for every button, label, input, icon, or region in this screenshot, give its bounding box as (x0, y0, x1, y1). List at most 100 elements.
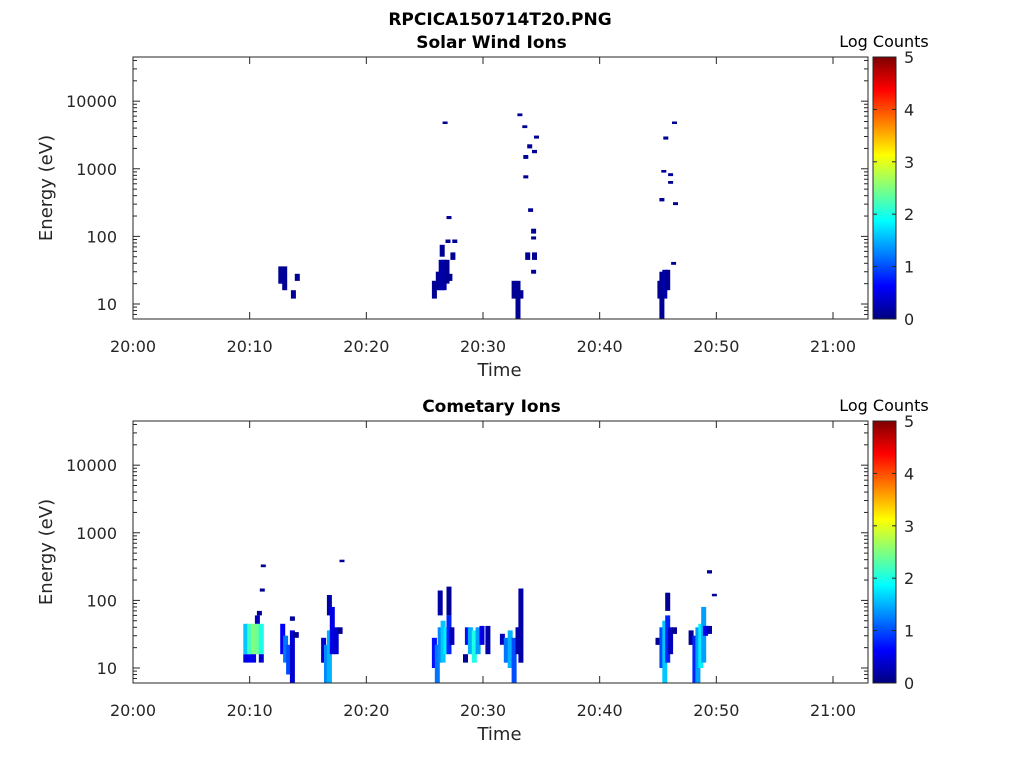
colorbar-tick-label: 3 (904, 517, 914, 536)
data-cell (515, 627, 521, 655)
cometary-ions-panel: 20:00 20:10 20:20 20:30 20:40 20:50 21:0010100… (36, 396, 929, 745)
colorbar-tick-label: 0 (904, 310, 914, 329)
data-cell (443, 627, 449, 655)
y-axis-label: Energy (eV) (36, 499, 57, 605)
data-cell (431, 280, 437, 299)
colorbar-label: Log Counts (839, 396, 929, 415)
x-tick-label: 20:00 (110, 701, 156, 720)
data-cell (511, 637, 517, 683)
data-cell (507, 630, 513, 668)
data-cell (695, 627, 701, 683)
data-cell (254, 615, 260, 624)
data-cell (434, 644, 440, 683)
plot-frame (132, 420, 869, 684)
colorbar-tick-label: 2 (904, 569, 914, 588)
data-cell (283, 635, 289, 663)
data-cell (251, 654, 257, 663)
data-cell (525, 252, 531, 260)
data-cell (668, 181, 674, 184)
data-cell (437, 627, 443, 663)
data-cell (243, 654, 249, 663)
data-cell (324, 644, 329, 683)
data-cell (445, 239, 451, 243)
data-cell (673, 202, 678, 206)
data-cell (441, 259, 447, 291)
data-cell (467, 627, 473, 655)
data-cell (515, 280, 521, 319)
x-tick-label: 20:30 (460, 337, 506, 356)
colorbar-tick-label: 2 (904, 205, 914, 224)
data-cell (527, 144, 533, 149)
data-cell (532, 252, 537, 260)
data-cell (435, 271, 441, 291)
y-tick-label: 10 (97, 295, 117, 314)
colorbar-tick-label: 4 (904, 464, 914, 483)
data-cell (672, 121, 677, 124)
data-cell (661, 170, 667, 173)
y-tick-label: 10000 (66, 92, 117, 111)
x-tick-label: 20:20 (343, 337, 389, 356)
panel-title: Solar Wind Ions (416, 33, 567, 53)
data-cell (532, 149, 537, 154)
colorbar-tick-label: 1 (904, 258, 914, 277)
data-cell (439, 244, 445, 257)
x-tick-label: 20:30 (460, 701, 506, 720)
data-cell (294, 273, 300, 281)
data-cell (251, 623, 257, 655)
data-cell (463, 654, 468, 663)
solar-wind-ions-panel: 20:00 20:10 20:20 20:30 20:40 20:50 21:0010100… (36, 32, 929, 381)
x-tick-label: 20:20 (343, 701, 389, 720)
data-cell (449, 627, 455, 645)
data-cell (289, 616, 295, 621)
data-cell (659, 198, 665, 202)
data-cell (258, 654, 264, 663)
data-cell (665, 592, 671, 611)
data-cell (333, 627, 339, 655)
data-cell (286, 644, 292, 675)
data-cell (289, 630, 295, 683)
data-cell (254, 623, 260, 655)
y-tick-label: 1000 (76, 524, 117, 543)
data-cell (437, 590, 443, 616)
data-cell (444, 259, 450, 284)
data-cell (523, 175, 529, 179)
data-cell (326, 630, 332, 683)
data-cell (703, 625, 709, 636)
x-tick-label: 20:50 (693, 337, 739, 356)
data-cell (711, 593, 717, 597)
data-cell (326, 595, 332, 616)
data-cell (321, 637, 327, 663)
data-cell (534, 135, 539, 139)
data-cell (339, 559, 345, 563)
x-tick-label: 21:00 (810, 701, 856, 720)
data-cell (479, 625, 485, 645)
data-cell (518, 588, 524, 663)
data-cell (662, 620, 668, 683)
data-cell (260, 564, 266, 568)
data-cell (663, 136, 669, 140)
plot-frame (132, 56, 869, 320)
data-cell (293, 632, 299, 638)
data-cell (531, 269, 537, 274)
data-cell (692, 635, 698, 683)
x-tick-label: 20:00 (110, 337, 156, 356)
data-cell (243, 623, 249, 655)
x-tick-label: 20:10 (227, 337, 273, 356)
colorbar-tick-label: 5 (904, 48, 914, 67)
data-cell (256, 610, 262, 616)
x-tick-label: 20:50 (693, 701, 739, 720)
data-cell (471, 630, 477, 663)
x-axis-label: Time (476, 724, 521, 745)
figure-title: RPCICA150714T20.PNG (388, 10, 611, 30)
data-cell (503, 637, 509, 663)
data-cell (290, 290, 296, 299)
data-cell (528, 208, 534, 212)
data-cell (431, 637, 437, 668)
data-cell (523, 155, 529, 159)
x-tick-label: 20:40 (577, 701, 623, 720)
y-axis-label: Energy (eV) (36, 135, 57, 241)
data-cell (464, 627, 470, 645)
data-cell (438, 259, 444, 291)
data-cell (446, 216, 452, 220)
data-cell (247, 623, 253, 655)
